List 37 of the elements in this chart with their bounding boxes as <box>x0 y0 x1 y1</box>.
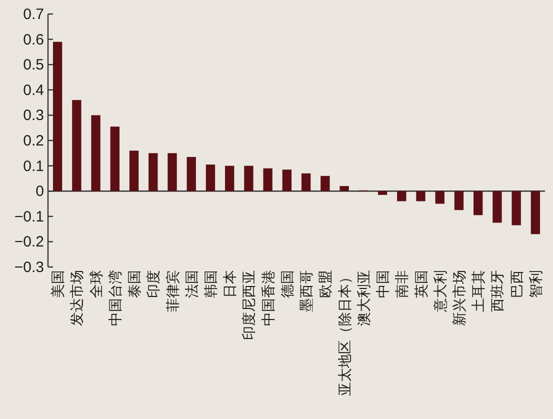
y-tick-label: −0.1 <box>14 208 44 226</box>
x-tick-label: 美国 <box>50 270 66 298</box>
x-tick-label: 意大利 <box>432 270 448 313</box>
y-tick-label: 0.7 <box>23 6 44 23</box>
y-tick-label: 0.4 <box>23 82 44 99</box>
y-tick-label: 0.3 <box>23 107 44 124</box>
x-tick-label: 中国台湾 <box>106 270 123 326</box>
y-tick-label: −0.3 <box>14 259 44 276</box>
y-tick-label: 0.5 <box>23 56 44 74</box>
y-tick-label: 0.2 <box>23 132 44 150</box>
x-tick-label: 菲律宾 <box>164 270 180 312</box>
x-tick-label: 西班牙 <box>489 270 506 312</box>
x-tick-label: 南非 <box>394 270 410 298</box>
x-tick-label: 日本 <box>222 270 238 298</box>
x-tick-label: 欧盟 <box>317 270 334 298</box>
y-tick-label: 0.1 <box>23 158 44 175</box>
x-tick-label: 德国 <box>278 270 295 298</box>
x-tick-label: 智利 <box>527 270 544 298</box>
y-tick-label: −0.2 <box>14 234 44 251</box>
x-tick-label: 中国 <box>374 270 391 298</box>
x-tick-label: 泰国 <box>126 270 142 298</box>
x-tick-label: 印度 <box>145 270 162 298</box>
x-tick-label: 墨西哥 <box>298 270 314 312</box>
x-tick-label: 全球 <box>88 270 104 298</box>
x-tick-label: 亚太地区（除日本） <box>336 270 352 396</box>
x-tick-label: 发达市场 <box>68 270 85 326</box>
x-tick-label: 法国 <box>183 270 200 298</box>
x-tick-label: 新兴市场 <box>450 270 467 326</box>
x-tick-label: 韩国 <box>202 270 218 298</box>
x-tick-label: 印度尼西亚 <box>240 270 257 340</box>
x-tick-label: 中国香港 <box>260 270 276 326</box>
x-tick-label: 澳大利亚 <box>355 270 372 326</box>
y-tick-label: 0.6 <box>23 31 44 48</box>
x-tick-label: 英国 <box>412 270 429 298</box>
x-tick-label: 土耳其 <box>470 270 486 312</box>
y-tick-label: 0 <box>36 183 44 200</box>
x-tick-label: 巴西 <box>508 270 524 298</box>
